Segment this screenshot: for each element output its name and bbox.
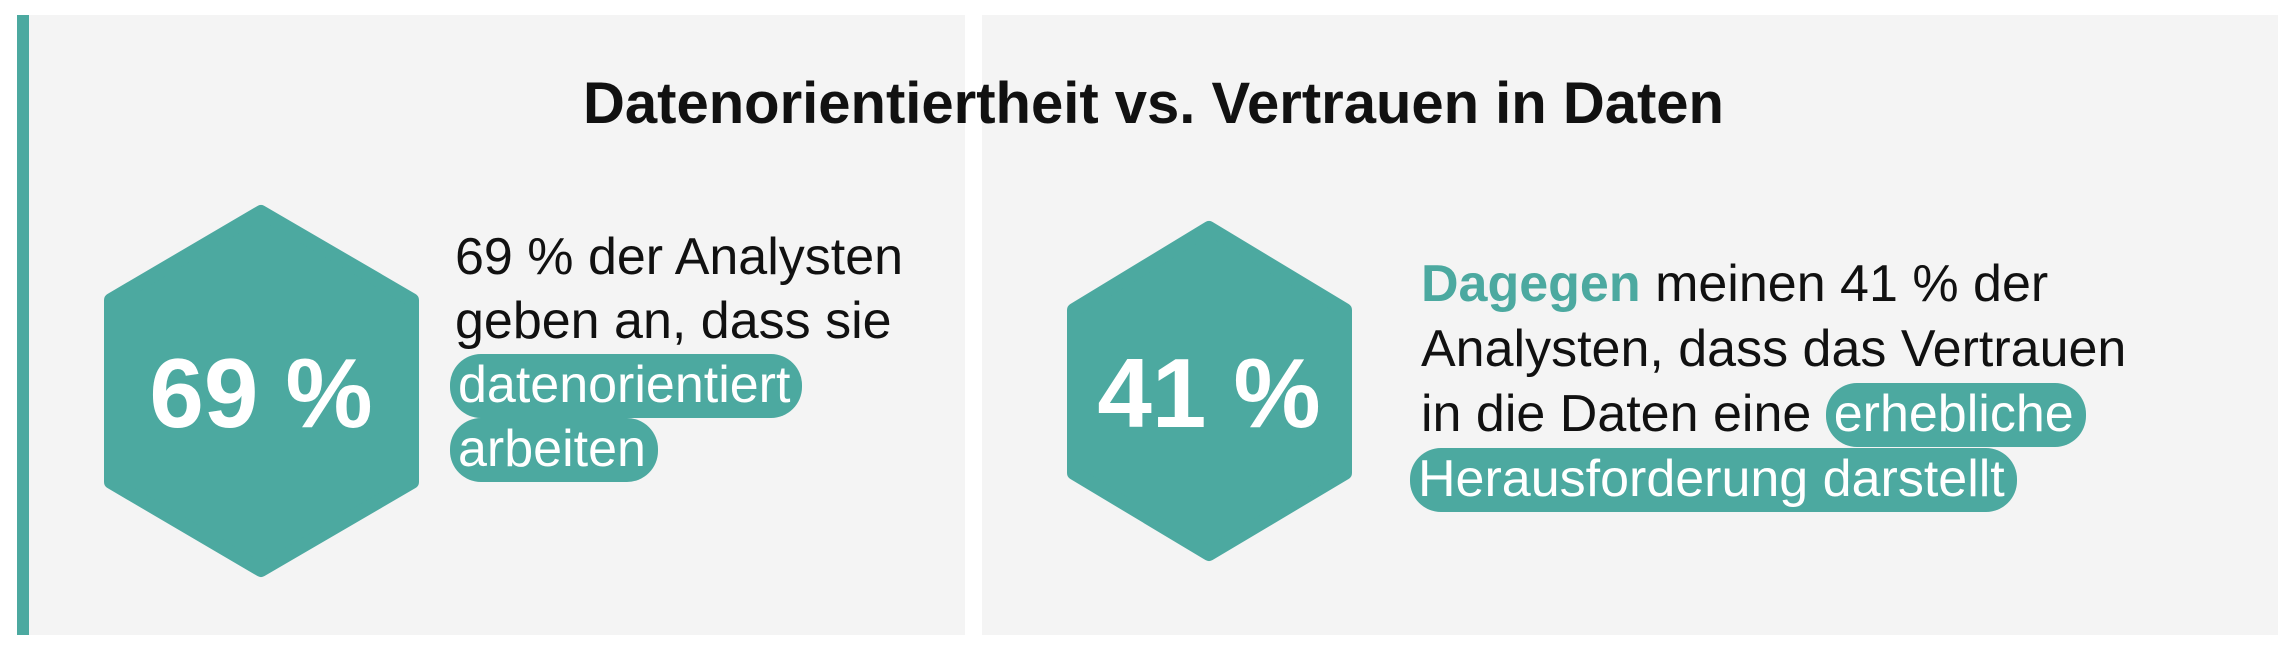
- stat: 41 %: [1097, 338, 1321, 448]
- accent-bar: [17, 15, 29, 635]
- text-line: Analysten, dass das Vertrauen: [1421, 320, 2127, 378]
- text: meinen 41 % der: [1655, 255, 2049, 313]
- text: in die Daten eine: [1421, 385, 1812, 443]
- lead-word: Dagegen: [1421, 255, 1641, 313]
- title: Datenorientiertheit vs. Vertrauen in Dat…: [583, 71, 1724, 136]
- text-line: in die Daten eine erhebliche: [1421, 383, 2086, 447]
- hexagon: [104, 205, 419, 577]
- text-line: arbeiten: [450, 418, 658, 482]
- text-line: 69 % der Analysten: [455, 228, 904, 286]
- text-line: geben an, dass sie: [455, 292, 892, 350]
- stat: 69 %: [149, 338, 373, 448]
- highlight: arbeiten: [450, 418, 658, 482]
- text-line: datenorientiert: [450, 354, 803, 418]
- highlight: datenorientiert: [450, 354, 803, 418]
- hexagon: [1067, 221, 1352, 561]
- highlight: Herausforderung darstellt: [1410, 448, 2017, 512]
- highlight: erhebliche: [1825, 383, 2086, 447]
- text-line: Herausforderung darstellt: [1410, 448, 2017, 512]
- text-line: Dagegen meinen 41 % der: [1421, 253, 2048, 315]
